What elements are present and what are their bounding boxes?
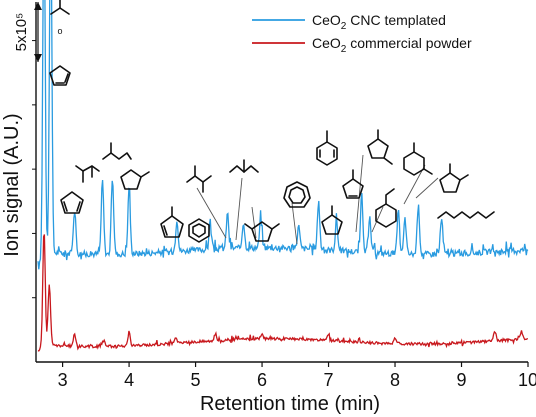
- series-line-cnc-templated: [37, 0, 529, 270]
- dimethylfuran-icon: [244, 221, 280, 242]
- pentanone-2-icon: [229, 159, 259, 173]
- toluene-icon: [316, 130, 338, 166]
- furan-icon: [49, 65, 71, 86]
- svg-text:o: o: [57, 26, 62, 36]
- cyclopentanone-icon: [321, 205, 343, 235]
- cyclopentadiene-icon: [60, 191, 84, 214]
- cycloheptatriene-icon: [283, 181, 311, 208]
- legend-label-cnc-templated: CeO2 CNC templated: [312, 12, 446, 32]
- scale-bar: 5x10⁵: [13, 2, 42, 62]
- peak-arrows: [196, 154, 439, 245]
- butanedione-icon: [75, 165, 100, 183]
- x-tick-label: 7: [324, 370, 334, 390]
- benzene-icon: [188, 218, 210, 243]
- pentanone-icon: [102, 142, 132, 160]
- legend-label-commercial-powder: CeO2 commercial powder: [312, 35, 472, 55]
- x-tick-label: 5: [191, 370, 201, 390]
- x-tick-label: 3: [58, 370, 68, 390]
- hexadiene-icon: [437, 211, 495, 219]
- x-tick-label: 10: [518, 370, 536, 390]
- methylcyclopentadiene-icon: [160, 206, 184, 238]
- y-axis-label: Ion signal (A.U.): [1, 113, 23, 256]
- x-axis-ticks: 3 4 5 6 7 8 9 10: [58, 362, 536, 390]
- ethylbenzene-icon: [375, 188, 397, 228]
- methylcyclopentenone-icon: [439, 163, 469, 193]
- scale-bar-label: 5x10⁵: [13, 13, 30, 52]
- legend: CeO2 CNC templated CeO2 commercial powde…: [252, 12, 472, 55]
- x-tick-label: 4: [124, 370, 134, 390]
- x-tick-label: 6: [257, 370, 267, 390]
- acetone-icon: o: [50, 0, 70, 36]
- xylene-icon: [403, 142, 433, 176]
- x-tick-label: 8: [390, 370, 400, 390]
- cyclopentenone-icon: [342, 169, 364, 199]
- methylfuran-icon: [120, 169, 150, 190]
- series-line-commercial-powder: [37, 234, 529, 352]
- methylbutanone-icon: [186, 165, 212, 193]
- y-axis-ticks: [32, 40, 36, 299]
- methylcyclopentanone-icon: [367, 129, 393, 165]
- x-tick-label: 9: [457, 370, 467, 390]
- x-axis-label: Retention time (min): [200, 393, 380, 415]
